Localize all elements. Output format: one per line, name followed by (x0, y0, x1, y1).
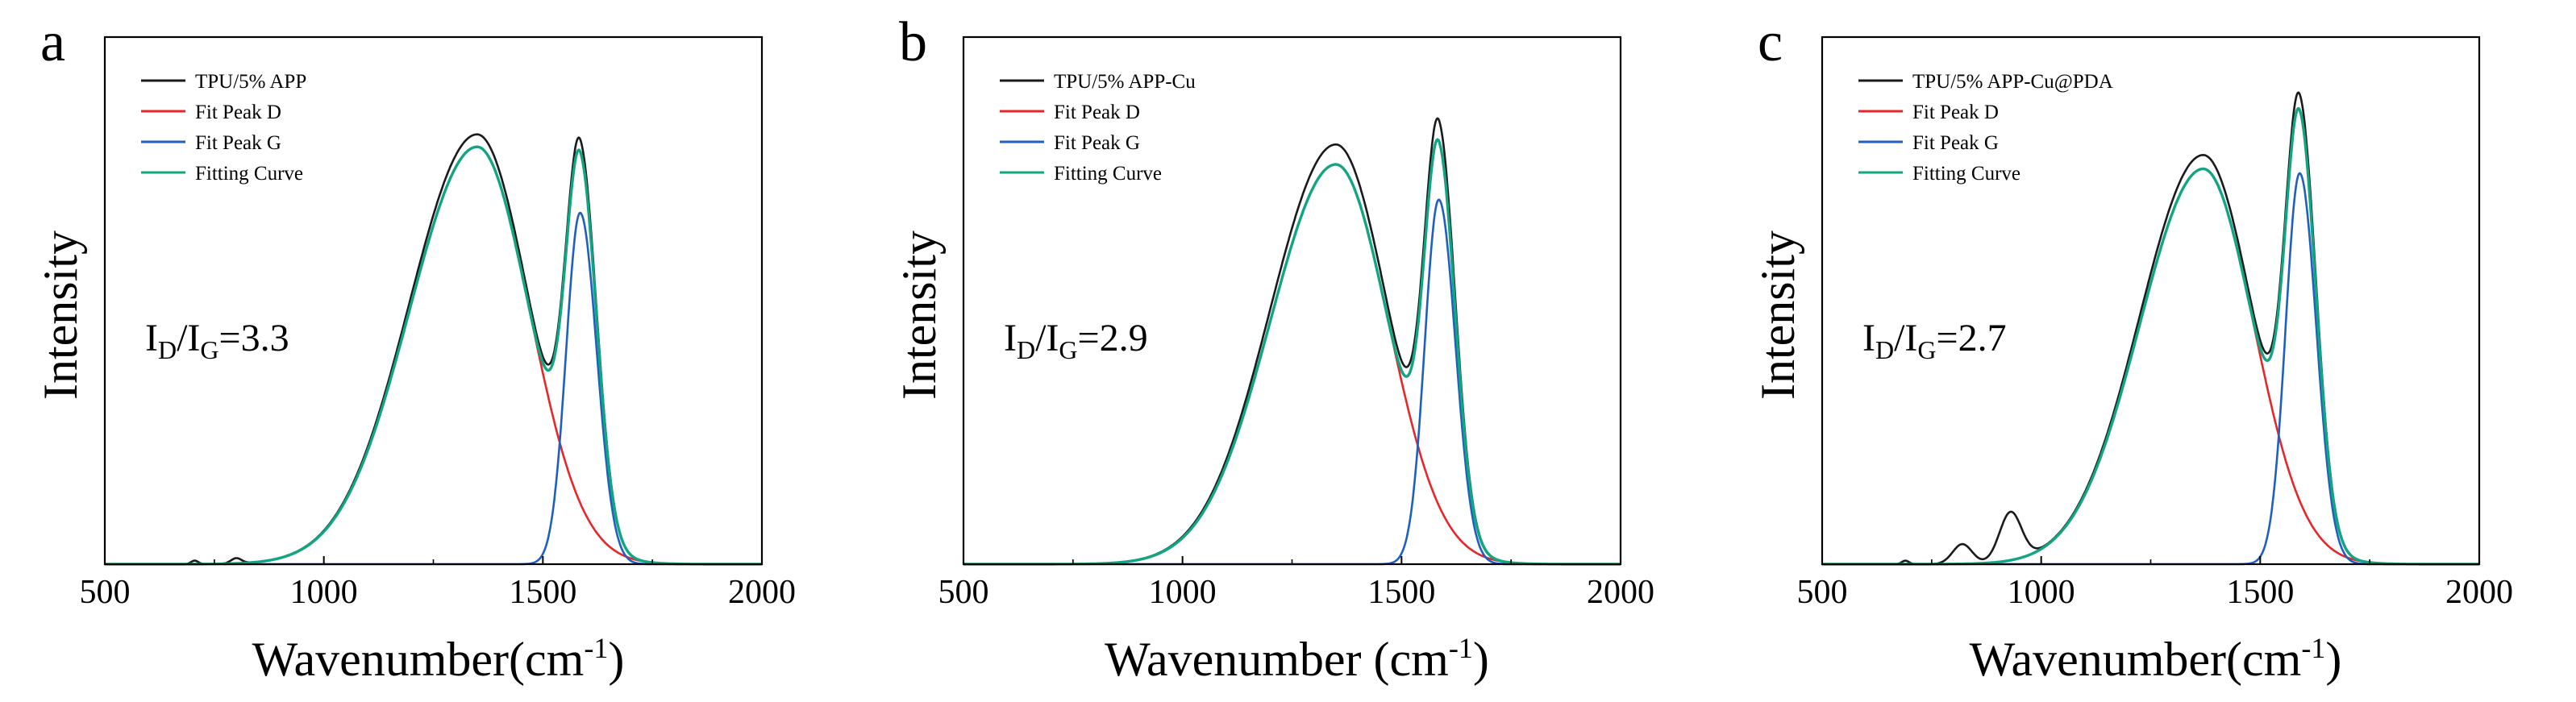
x-axis-label-main: Wavenumber(cm (252, 633, 585, 686)
panel-a: a 500 1000 1500 2000 Wavenumber(cm-1) Intensit… (0, 0, 859, 702)
peak-d-curve (963, 163, 1621, 566)
legend-label: TPU/5% APP-Cu@PDA (1912, 71, 2113, 93)
y-axis-label: Intensity (893, 231, 946, 400)
x-axis-label: Wavenumber (cm-1) (1105, 632, 1489, 686)
legend-label: Fitting Curve (1054, 163, 1162, 185)
peak-d-curve (1821, 168, 2480, 566)
ratio-sub-d: D (1875, 335, 1894, 364)
legend-label: Fit Peak G (1912, 132, 1999, 154)
x-axis-label-main: Wavenumber (cm (1105, 633, 1449, 686)
id-ig-ratio: ID/IG=3.3 (145, 317, 289, 364)
x-axis-label-end: ) (608, 633, 624, 686)
x-tick-label: 1500 (1367, 574, 1435, 611)
legend-label: Fit Peak G (1054, 132, 1140, 154)
legend-label: Fit Peak D (1054, 102, 1140, 123)
id-ig-ratio: ID/IG=2.7 (1862, 317, 2007, 364)
ratio-sub-g: G (200, 335, 218, 364)
x-tick-label: 500 (1797, 574, 1848, 611)
x-axis-label-main: Wavenumber(cm (1970, 633, 2302, 686)
x-axis-label-sup: -1 (2301, 632, 2325, 664)
peak-g-curve (1821, 172, 2480, 566)
ratio-prefix: I (1004, 317, 1017, 359)
ratio-sub-d: D (1017, 335, 1035, 364)
ratio-mid: /I (1894, 317, 1917, 359)
ratio-mid: /I (177, 317, 200, 359)
y-axis-label: Intensity (34, 231, 87, 400)
x-tick-label: 1000 (2008, 574, 2075, 611)
ratio-mid: /I (1035, 317, 1059, 359)
x-axis-label: Wavenumber(cm-1) (252, 632, 625, 686)
x-tick-label: 500 (80, 574, 131, 611)
peak-g-curve (104, 211, 763, 566)
x-axis-label: Wavenumber(cm-1) (1970, 632, 2342, 686)
peak-g-curve (963, 198, 1621, 566)
panel-letter: b (899, 11, 927, 73)
legend-label: TPU/5% APP-Cu (1054, 71, 1196, 93)
chart-a: a 500 1000 1500 2000 Wavenumber(cm-1) Intensit… (34, 11, 796, 686)
ratio-sub-d: D (158, 335, 177, 364)
legend-label: Fit Peak G (195, 132, 281, 154)
panel-letter: c (1758, 11, 1783, 73)
legend-label: Fit Peak D (1912, 102, 1999, 123)
legend-label: TPU/5% APP (195, 71, 306, 93)
x-tick-label: 1500 (509, 574, 576, 611)
ratio-value: =3.3 (219, 317, 289, 359)
y-axis-label: Intensity (1751, 231, 1804, 400)
x-tick-label: 2000 (1587, 574, 1654, 611)
x-axis-label-end: ) (2325, 633, 2341, 686)
x-tick-label: 1000 (290, 574, 358, 611)
x-tick-label: 500 (938, 574, 989, 611)
panel-b: b 500 1000 1500 2000 Wavenumber (cm-1) Intensi… (859, 0, 1717, 702)
ratio-value: =2.7 (1937, 317, 2007, 359)
id-ig-ratio: ID/IG=2.9 (1004, 317, 1148, 364)
legend-label: Fitting Curve (1912, 163, 2020, 185)
x-axis-label-sup: -1 (584, 632, 608, 664)
x-tick-label: 1000 (1149, 574, 1217, 611)
legend-label: Fit Peak D (195, 102, 281, 123)
ratio-prefix: I (145, 317, 158, 359)
legend-label: Fitting Curve (195, 163, 303, 185)
ratio-sub-g: G (1917, 335, 1936, 364)
ratio-sub-g: G (1059, 335, 1077, 364)
panel-c: c 500 1000 1500 2000 Wavenumber(cm-1) Intensit… (1717, 0, 2576, 702)
ratio-prefix: I (1862, 317, 1875, 359)
x-tick-label: 2000 (2445, 574, 2513, 611)
chart-b: b 500 1000 1500 2000 Wavenumber (cm-1) Intensi… (893, 11, 1654, 686)
x-tick-label: 2000 (728, 574, 796, 611)
x-tick-label: 1500 (2226, 574, 2294, 611)
x-axis-label-end: ) (1473, 633, 1489, 686)
ratio-value: =2.9 (1078, 317, 1148, 359)
panel-letter: a (40, 11, 65, 73)
x-axis-label-sup: -1 (1449, 632, 1473, 664)
chart-c: c 500 1000 1500 2000 Wavenumber(cm-1) Intensit… (1751, 11, 2513, 686)
